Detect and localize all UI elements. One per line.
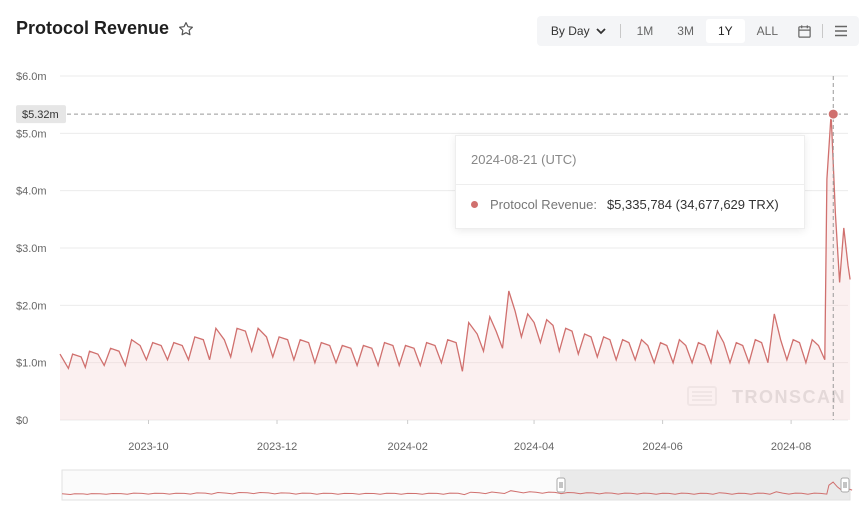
tooltip-series-label: Protocol Revenue: xyxy=(490,197,597,212)
range-3m-button[interactable]: 3M xyxy=(677,24,694,38)
range-all-button[interactable]: ALL xyxy=(756,24,778,38)
highlight-point xyxy=(827,108,839,120)
y-axis-ticks: $0 $1.0m $2.0m $3.0m $4.0m $5.0m $6.0m xyxy=(16,71,47,427)
menu-icon[interactable] xyxy=(827,20,855,42)
tooltip-row: Protocol Revenue: $5,335,784 (34,677,629… xyxy=(471,197,779,212)
y-tick-label: $4.0m xyxy=(16,186,47,198)
navigator-handle-body xyxy=(556,477,566,493)
interval-select-label: By Day xyxy=(550,24,590,38)
navigator-handle-left[interactable] xyxy=(556,477,566,493)
watermark: TRONSCAN xyxy=(687,386,846,407)
tooltip-value: $5,335,784 (34,677,629 TRX) xyxy=(606,197,779,212)
page-title: Protocol Revenue xyxy=(16,18,170,38)
crosshair-label: $5.32m xyxy=(16,105,66,124)
chevron-down-icon xyxy=(595,28,606,35)
legend-dot xyxy=(471,201,478,208)
toolbar-divider xyxy=(822,24,823,38)
x-tick-label: 2023-10 xyxy=(128,441,168,453)
star-icon[interactable] xyxy=(177,20,195,38)
y-tick-label: $5.0m xyxy=(16,128,47,140)
range-1m-button[interactable]: 1M xyxy=(636,24,654,38)
watermark-text: TRONSCAN xyxy=(732,387,846,407)
navigator-selection[interactable] xyxy=(560,470,850,500)
x-axis-ticks: 2023-10 2023-12 2024-02 2024-04 2024-06 2024-… xyxy=(128,420,811,453)
x-tick-label: 2024-02 xyxy=(387,441,427,453)
interval-select[interactable]: By Day xyxy=(541,19,616,43)
x-tick-label: 2024-04 xyxy=(514,441,554,453)
navigator-handle-body xyxy=(840,477,850,493)
y-tick-label: $6.0m xyxy=(16,71,47,83)
tooltip: 2024-08-21 (UTC) Protocol Revenue: $5,33… xyxy=(455,135,805,229)
tooltip-divider xyxy=(456,184,804,185)
crosshair-label-text: $5.32m xyxy=(22,109,59,121)
tooltip-date: 2024-08-21 (UTC) xyxy=(471,152,577,167)
chart-grid xyxy=(60,75,848,421)
navigator-line xyxy=(61,481,853,496)
chart-header: Protocol Revenue xyxy=(16,18,195,39)
chart-toolbar: By Day 1M 3M 1Y ALL xyxy=(536,16,859,46)
y-tick-label: $2.0m xyxy=(16,300,47,312)
y-tick-label: $1.0m xyxy=(16,358,47,370)
overview-navigator[interactable] xyxy=(61,469,853,501)
y-tick-label: $0 xyxy=(16,415,28,427)
x-tick-label: 2023-12 xyxy=(257,441,297,453)
tronscan-logo-icon xyxy=(687,386,717,406)
navigator-handle-right[interactable] xyxy=(840,477,850,493)
x-tick-label: 2024-06 xyxy=(642,441,682,453)
range-1y-button[interactable]: 1Y xyxy=(705,19,745,43)
revenue-line xyxy=(59,114,851,372)
toolbar-divider xyxy=(619,24,621,38)
navigator-handle-grip xyxy=(559,482,563,488)
revenue-area xyxy=(60,114,851,420)
y-tick-label: $3.0m xyxy=(16,243,47,255)
x-tick-label: 2024-08 xyxy=(771,441,811,453)
calendar-icon[interactable] xyxy=(790,20,818,42)
navigator-handle-grip xyxy=(843,482,847,488)
